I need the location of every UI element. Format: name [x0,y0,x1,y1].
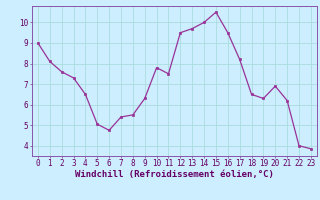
X-axis label: Windchill (Refroidissement éolien,°C): Windchill (Refroidissement éolien,°C) [75,170,274,179]
